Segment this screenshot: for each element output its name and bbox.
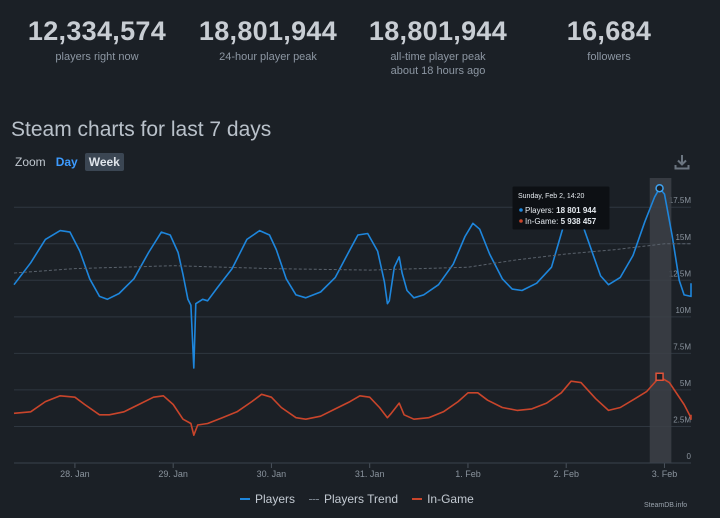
stat-label: players right now [55, 51, 139, 63]
legend-players-trend[interactable]: Players Trend [309, 492, 398, 506]
zoom-controls: Zoom Day Week [15, 153, 127, 171]
y-tick-label: 17.5M [669, 196, 692, 205]
players-peak-marker [655, 183, 664, 193]
chart-legend: Players Players Trend In-Game [240, 492, 488, 506]
legend-label: In-Game [427, 492, 474, 506]
stat-sublabel: about 18 hours ago [390, 65, 486, 77]
zoom-day-button[interactable]: Day [55, 155, 78, 169]
zoom-label: Zoom [15, 155, 46, 169]
chart-title: Steam charts for last 7 days [11, 118, 272, 141]
stat-followers: 16,684 followers [524, 16, 694, 64]
stat-label: 24-hour player peak [219, 51, 317, 63]
ingame-peak-marker [655, 372, 664, 382]
tooltip-players: Players: 18 801 944 [525, 206, 597, 215]
tooltip-ingame-dot [519, 219, 523, 223]
download-icon[interactable] [674, 154, 690, 170]
players-chart[interactable]: 0 2.5M 5M 7.5M 10M 12.5M 15M 17.5M 28. Jan 29. Ja… [0, 176, 720, 486]
stat-value: 16,684 [566, 16, 652, 46]
x-tick-label: 28. Jan [60, 469, 90, 479]
y-tick-label: 12.5M [669, 269, 692, 278]
tooltip-title: Sunday, Feb 2, 14:20 [518, 193, 585, 200]
hover-band [649, 178, 672, 463]
legend-swatch [412, 498, 423, 500]
stat-24h-peak: 18,801,944 24-hour player peak [183, 16, 353, 64]
y-tick-label: 15M [675, 233, 691, 242]
stat-value: 18,801,944 [198, 16, 338, 46]
legend-label: Players Trend [324, 492, 399, 506]
legend-label: Players [255, 492, 296, 506]
x-tick-label: 31. Jan [355, 469, 385, 479]
stats-bar: 12,334,574 players right now 18,801,944 … [0, 0, 720, 100]
y-tick-label: 10M [675, 306, 691, 315]
stat-value: 18,801,944 [368, 16, 508, 46]
stat-players-now: 12,334,574 players right now [12, 16, 182, 64]
legend-swatch [309, 498, 320, 500]
y-tick-label: 5M [680, 379, 691, 388]
y-tick-label: 7.5M [673, 342, 691, 351]
x-tick-label: 2. Feb [553, 469, 579, 479]
tooltip-players-dot [519, 208, 523, 212]
series-players[interactable] [13, 187, 692, 369]
x-tick-label: 1. Feb [455, 469, 481, 479]
x-tick-label: 3. Feb [652, 469, 678, 479]
legend-swatch [240, 498, 250, 500]
x-tick-label: 29. Jan [158, 469, 188, 479]
credit-text: SteamDB.info [644, 502, 688, 509]
x-tick-label: 30. Jan [257, 469, 287, 479]
tooltip-ingame: In-Game: 5 938 457 [525, 217, 597, 226]
stat-all-time-peak: 18,801,944 all-time player peak about 18… [353, 16, 523, 78]
legend-in-game[interactable]: In-Game [412, 492, 474, 506]
stat-label: all-time player peak [390, 51, 486, 63]
series-in-game[interactable] [13, 376, 692, 436]
tooltip-box [512, 186, 610, 230]
stat-label: followers [587, 51, 631, 63]
series-players-trend[interactable] [13, 243, 691, 274]
y-tick-label: 2.5M [673, 415, 691, 424]
zoom-week-button[interactable]: Week [84, 153, 124, 171]
y-tick-label: 0 [687, 452, 692, 461]
stat-value: 12,334,574 [27, 16, 167, 46]
legend-players[interactable]: Players [240, 492, 295, 506]
